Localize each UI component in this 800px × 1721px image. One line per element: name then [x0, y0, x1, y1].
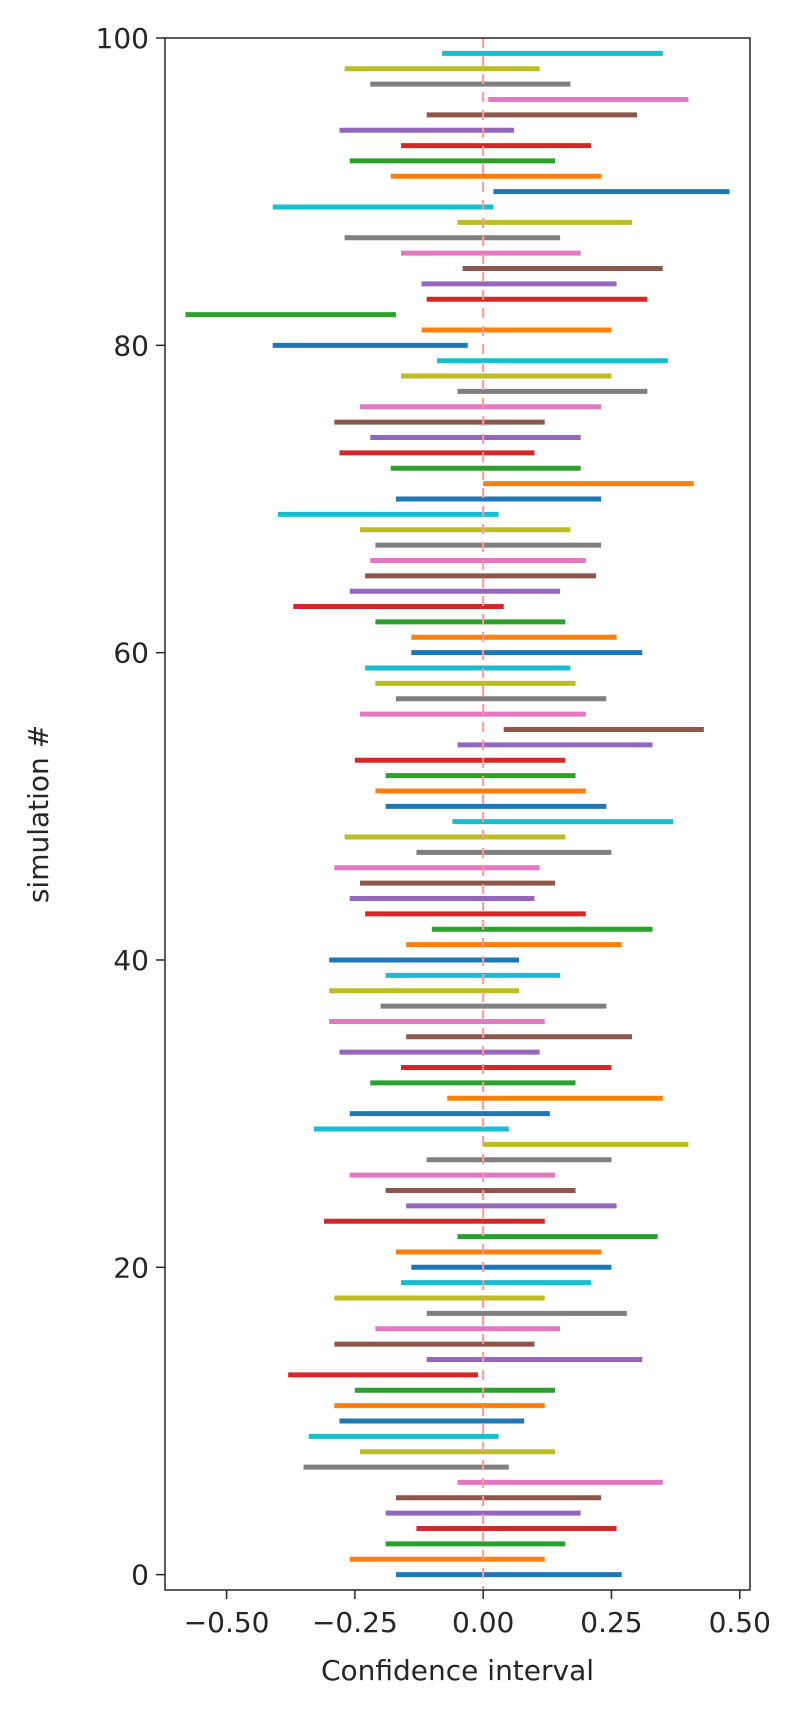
- y-tick-label: 20: [113, 1251, 149, 1284]
- y-tick-label: 40: [113, 944, 149, 977]
- x-tick-label: −0.50: [184, 1606, 270, 1639]
- interval-bars: [185, 50, 730, 1578]
- plot-area-frame: [164, 37, 751, 1591]
- x-tick-label: 0.50: [709, 1606, 771, 1639]
- y-axis-label: simulation #: [22, 725, 55, 903]
- x-tick-label: 0.25: [580, 1606, 642, 1639]
- y-tick-label: 80: [113, 329, 149, 362]
- x-axis-label: Confidence interval: [321, 1654, 594, 1687]
- x-axis-ticks: −0.50 −0.25 0.00 0.25 0.50: [184, 1590, 771, 1639]
- x-tick-label: −0.25: [312, 1606, 398, 1639]
- y-tick-label: 100: [96, 22, 149, 55]
- y-axis-ticks: 0 20 40 60 80 100: [96, 22, 165, 1592]
- x-tick-label: 0.00: [452, 1606, 514, 1639]
- y-tick-label: 60: [113, 637, 149, 670]
- y-tick-label: 0: [131, 1559, 149, 1592]
